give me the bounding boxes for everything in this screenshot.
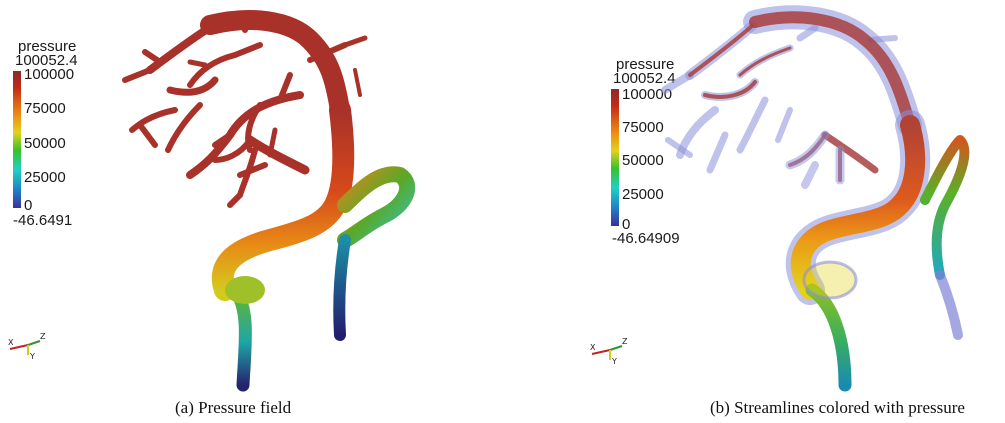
x-axis-arrow xyxy=(9,344,29,350)
z-axis-arrow xyxy=(609,345,623,351)
vessel-bulb-outline xyxy=(802,260,858,300)
vessel-streamlines-render: X Z Y xyxy=(590,5,970,392)
main-trunk-streamlines xyxy=(790,115,926,300)
orientation-axes: X Z Y xyxy=(8,332,46,361)
y-axis-label: Y xyxy=(29,352,35,361)
upper-artery-tree xyxy=(122,10,368,179)
middle-artery-branches xyxy=(212,127,310,208)
legend-tick: 25000 xyxy=(24,169,66,186)
right-loop xyxy=(337,166,416,248)
x-axis-label: X xyxy=(8,338,14,347)
x-axis-label: X xyxy=(590,343,596,352)
z-axis-arrow xyxy=(27,340,41,346)
legend-min-value: -46.64909 xyxy=(612,230,680,247)
legend-title: pressure xyxy=(18,38,77,55)
legend-tick: 100000 xyxy=(24,66,75,83)
legend-max-value: 100052.4 xyxy=(613,70,676,87)
vessel-pressure-render: X Z Y xyxy=(8,10,416,392)
pressure-field-panel: pressure 100052.4 100000 75000 50000 250… xyxy=(0,0,510,395)
colorbar xyxy=(13,71,21,208)
upper-streamlines xyxy=(688,11,916,131)
legend-tick: 75000 xyxy=(622,119,664,136)
legend-tick: 0 xyxy=(622,216,631,233)
orientation-axes: X Z Y xyxy=(590,337,628,366)
legend-tick: 25000 xyxy=(622,186,664,203)
colorbar xyxy=(611,89,619,226)
left-descending-vessel xyxy=(228,283,252,392)
legend-max-value: 100052.4 xyxy=(15,52,78,69)
legend-min-value: -46.6491 xyxy=(13,212,73,229)
streamlines-panel: pressure 100052.4 100000 75000 50000 250… xyxy=(540,0,1005,395)
y-axis-label: Y xyxy=(611,357,617,366)
legend-tick: 50000 xyxy=(24,135,66,152)
caption-streamlines: (b) Streamlines colored with pressure xyxy=(710,398,965,417)
legend-tick: 100000 xyxy=(622,86,673,103)
right-descending-vessel xyxy=(333,234,351,341)
pressure-legend: pressure 100052.4 100000 75000 50000 250… xyxy=(610,56,710,256)
z-axis-label: Z xyxy=(622,337,628,346)
main-trunk xyxy=(211,99,355,301)
middle-branch-outline xyxy=(785,130,845,189)
right-descending-outline xyxy=(935,270,963,340)
pressure-legend: pressure 100052.4 100000 75000 50000 250… xyxy=(10,38,100,238)
right-loop-streamlines xyxy=(920,135,970,280)
caption-pressure-field: (a) Pressure field xyxy=(175,398,292,417)
vessel-bulb xyxy=(225,276,265,304)
x-axis-arrow xyxy=(591,349,611,355)
z-axis-label: Z xyxy=(40,332,46,341)
legend-title: pressure xyxy=(616,56,675,73)
legend-tick: 75000 xyxy=(24,100,66,117)
legend-tick: 50000 xyxy=(622,152,664,169)
left-descending-streamlines xyxy=(805,283,852,392)
legend-tick: 0 xyxy=(24,197,33,214)
